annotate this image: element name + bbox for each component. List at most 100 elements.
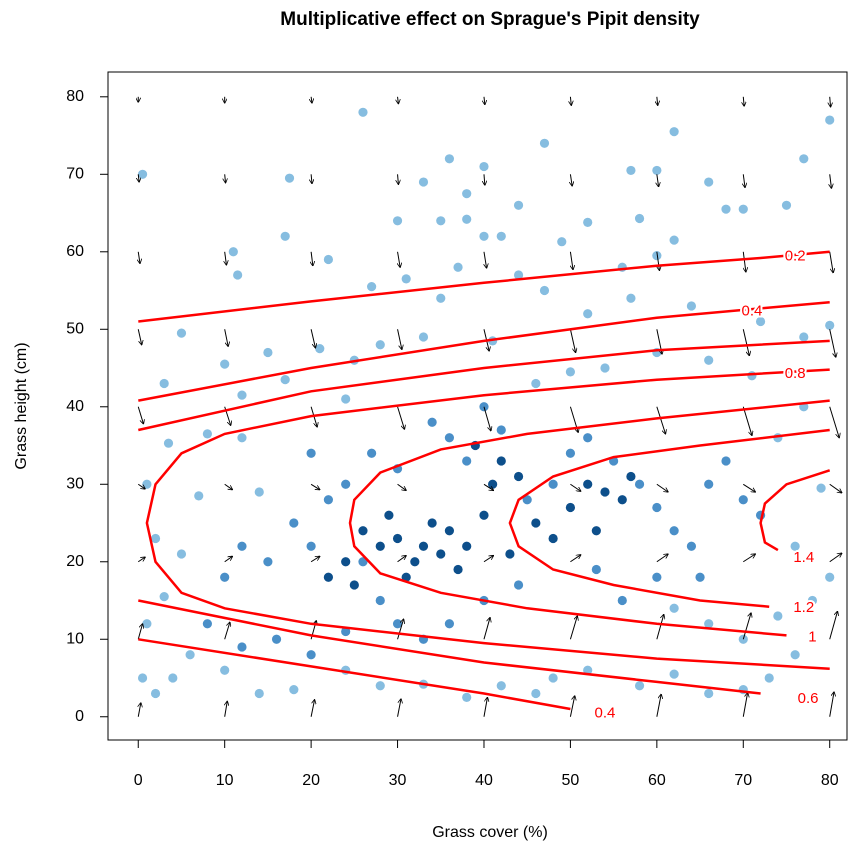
scatter-point	[531, 518, 541, 528]
scatter-point	[280, 375, 290, 385]
gradient-arrow	[483, 556, 494, 563]
gradient-arrow	[569, 329, 575, 352]
scatter-point	[669, 235, 679, 245]
gradient-arrow	[483, 483, 494, 490]
gradient-arrow	[656, 406, 666, 434]
scatter-point	[453, 262, 463, 272]
scatter-point	[323, 572, 334, 582]
scatter-point	[773, 611, 783, 621]
chart-title: Multiplicative effect on Sprague's Pipit…	[280, 9, 700, 30]
gradient-arrow	[656, 483, 668, 492]
gradient-arrow	[397, 619, 404, 640]
scatter-point	[755, 316, 766, 327]
scatter-point	[220, 572, 230, 582]
scatter-point	[284, 173, 295, 183]
gradient-arrow	[829, 251, 833, 273]
scatter-point	[163, 438, 174, 448]
gradient-arrow	[484, 174, 485, 185]
gradient-arrow	[310, 556, 320, 563]
contour-line	[138, 638, 571, 711]
contour-line	[348, 399, 830, 637]
scatter-point	[375, 541, 385, 551]
scatter-point	[816, 483, 826, 493]
y-tick-label: 30	[66, 475, 84, 492]
gradient-arrow	[742, 693, 747, 717]
scatter-point	[583, 309, 593, 319]
gradient-arrow	[483, 697, 487, 717]
scatter-point	[462, 456, 472, 466]
scatter-point	[137, 673, 148, 683]
scatter-point	[799, 154, 809, 164]
scatter-point	[704, 619, 714, 629]
scatter-point	[436, 216, 446, 226]
scatter-point	[462, 541, 472, 551]
scatter-point	[263, 347, 273, 358]
scatter-point	[289, 685, 299, 695]
scatter-point	[652, 165, 662, 176]
scatter-point	[137, 169, 148, 179]
scatter-point	[462, 692, 472, 702]
contour-line	[138, 300, 830, 402]
scatter-point	[634, 681, 645, 691]
scatter-point	[539, 285, 550, 296]
scatter-point	[479, 231, 489, 241]
scatter-point	[427, 518, 437, 528]
gradient-arrow	[397, 406, 405, 429]
gradient-arrow	[743, 483, 755, 492]
scatter-point	[479, 510, 489, 520]
scatter-point	[704, 688, 714, 699]
contour-line	[138, 250, 830, 323]
gradient-arrow	[742, 251, 746, 272]
scatter-point	[444, 154, 455, 164]
gradient-arrow	[310, 483, 320, 489]
gradient-arrow	[137, 557, 145, 563]
scatter-point	[634, 479, 645, 489]
scatter-point	[738, 495, 748, 505]
scatter-point	[444, 526, 455, 536]
scatter-point	[669, 127, 679, 137]
scatter-point	[228, 247, 238, 257]
scatter-point	[626, 165, 636, 176]
scatter-point	[617, 495, 627, 505]
x-tick-label: 0	[134, 772, 143, 789]
gradient-arrow	[483, 618, 490, 640]
scatter-point	[686, 541, 697, 551]
x-tick-label: 20	[302, 772, 320, 789]
scatter-point	[496, 425, 506, 435]
scatter-point	[168, 673, 178, 683]
gradient-arrow	[311, 174, 312, 183]
scatter-point	[522, 495, 532, 505]
scatter-point	[583, 479, 593, 489]
gradient-arrow	[137, 329, 141, 344]
scatter-point	[263, 557, 273, 567]
scatter-point	[747, 371, 757, 381]
contour-label: 0.2	[785, 247, 806, 264]
scatter-point	[513, 200, 524, 210]
scatter-point	[496, 681, 506, 691]
contour-line	[508, 428, 830, 608]
gradient-arrow	[484, 251, 487, 268]
gradient-arrow	[311, 96, 312, 103]
scatter-point	[565, 502, 576, 513]
gradient-arrow	[830, 96, 831, 107]
scatter-point	[358, 526, 368, 536]
scatter-point	[531, 688, 541, 699]
y-tick-label: 0	[75, 708, 84, 725]
scatter-point	[289, 518, 299, 528]
contour-label: 1.2	[793, 599, 814, 616]
scatter-point	[375, 595, 385, 606]
gradient-arrow	[657, 96, 658, 106]
gradient-arrow	[224, 556, 233, 563]
gradient-arrow	[829, 406, 840, 438]
gradient-arrow	[743, 554, 755, 563]
contour-line	[138, 339, 830, 695]
scatter-point	[626, 293, 636, 303]
scatter-point	[194, 491, 204, 501]
scatter-point	[807, 595, 818, 606]
gradient-arrow	[829, 611, 838, 640]
scatter-point	[669, 669, 679, 679]
gradient-arrow	[829, 692, 834, 717]
scatter-point	[418, 541, 429, 551]
gradient-arrow	[225, 251, 227, 265]
scatter-point	[583, 665, 593, 675]
